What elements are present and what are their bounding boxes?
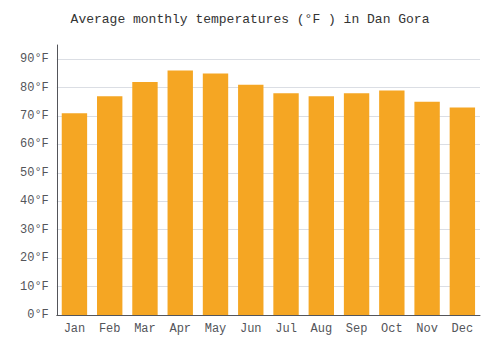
svg-text:10°F: 10°F	[20, 280, 49, 294]
svg-text:Feb: Feb	[99, 322, 121, 336]
svg-text:Jun: Jun	[240, 322, 262, 336]
svg-text:70°F: 70°F	[20, 109, 49, 123]
svg-text:50°F: 50°F	[20, 166, 49, 180]
svg-text:Jan: Jan	[64, 322, 86, 336]
svg-text:Mar: Mar	[134, 322, 156, 336]
svg-text:Nov: Nov	[416, 322, 438, 336]
svg-text:60°F: 60°F	[20, 137, 49, 151]
svg-text:20°F: 20°F	[20, 251, 49, 265]
svg-text:Aug: Aug	[310, 322, 332, 336]
svg-text:Jul: Jul	[275, 322, 297, 336]
svg-text:40°F: 40°F	[20, 194, 49, 208]
svg-text:90°F: 90°F	[20, 52, 49, 66]
svg-text:0°F: 0°F	[27, 308, 49, 322]
svg-text:Oct: Oct	[381, 322, 403, 336]
svg-text:Sep: Sep	[346, 322, 368, 336]
svg-text:Dec: Dec	[452, 322, 474, 336]
svg-text:May: May	[205, 322, 227, 336]
svg-text:30°F: 30°F	[20, 223, 49, 237]
svg-text:Average monthly temperatures (: Average monthly temperatures (°F ) in Da…	[71, 12, 430, 27]
svg-text:80°F: 80°F	[20, 81, 49, 95]
svg-text:Apr: Apr	[169, 322, 191, 336]
